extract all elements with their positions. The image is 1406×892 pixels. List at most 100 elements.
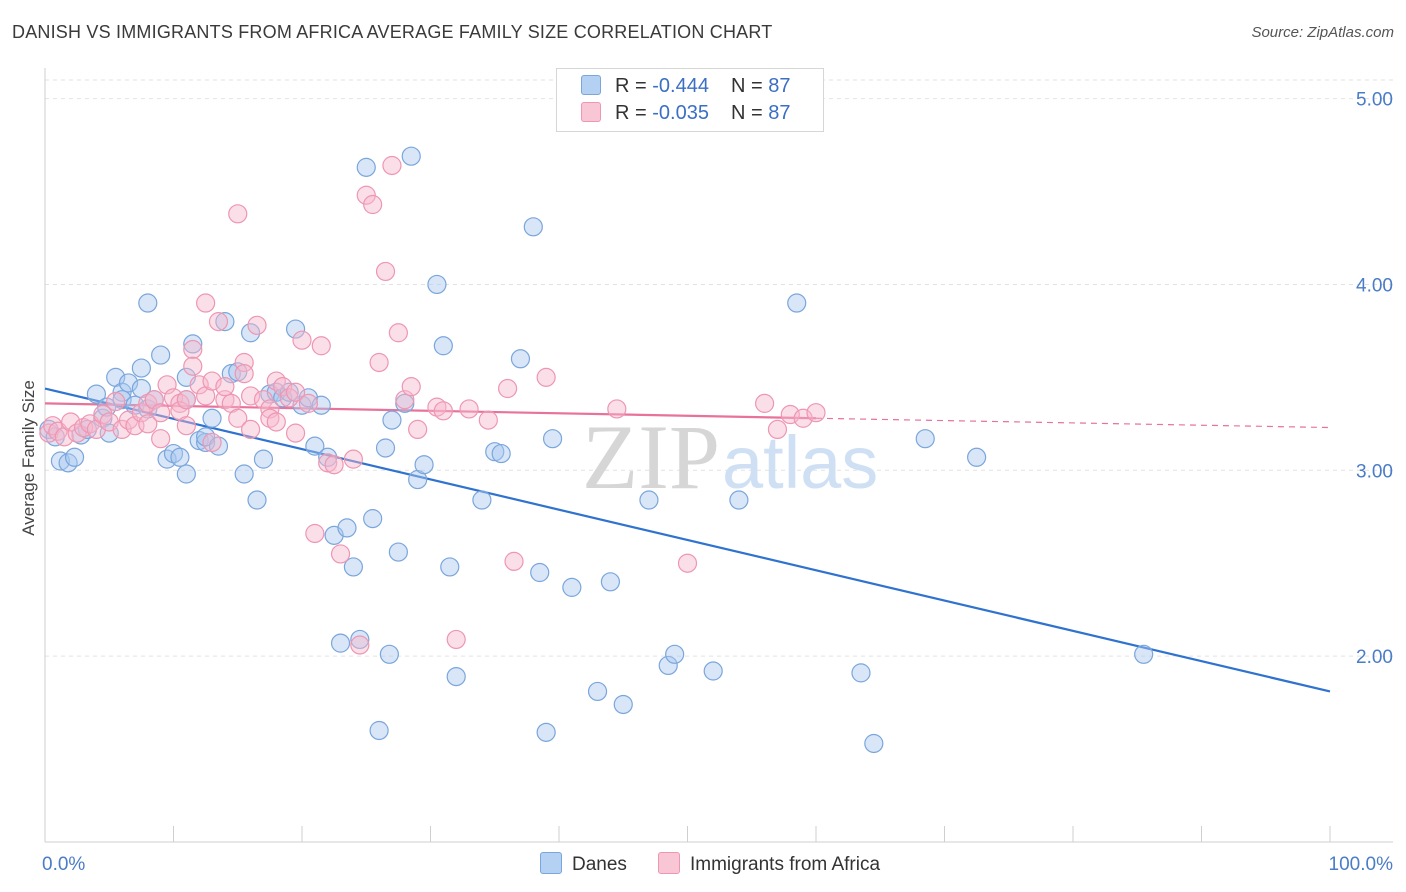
danes-point [414,455,434,475]
danes-point [587,681,608,702]
africa-trend-line-extension [815,417,1331,429]
legend-item-africa[interactable]: Immigrants from Africa [658,852,880,876]
legend-item-danes[interactable]: Danes [540,852,627,876]
africa-point [151,403,171,423]
danes-point [530,562,550,583]
africa-point [382,155,402,176]
legend-label-danes: Danes [572,854,627,875]
legend-n-label-danes: N = [730,75,769,97]
danes-point [446,666,466,687]
africa-point [247,315,267,335]
danes-point [253,449,274,469]
africa-point [375,261,396,282]
africa-point [363,194,383,215]
danes-point [523,217,543,237]
danes-point [665,644,685,664]
watermark-atlas: atlas [722,421,878,504]
danes-point [138,293,158,313]
legend-r-value-danes: -0.444 [652,75,709,97]
danes-point [536,722,556,742]
danes-point [176,464,196,484]
legend-label-africa: Immigrants from Africa [690,854,881,875]
legend-n-label-africa: N = [730,102,769,124]
correlation-legend: R = -0.444 N = 87 R = -0.035 N = 87 [556,68,824,132]
danes-point [440,557,460,577]
legend-r-value-africa: -0.035 [652,102,709,124]
africa-point [43,416,63,436]
africa-point [305,523,325,544]
legend-r-label-africa: R = [615,102,653,124]
legend-row-danes: R = -0.444 N = 87 [581,75,790,101]
africa-trend-line [44,402,817,420]
y-tick-label: 4.00 [1356,275,1393,296]
africa-point [343,449,363,469]
danes-trend-line [44,387,1331,693]
africa-point [459,399,479,419]
trend-layer [44,387,1331,693]
africa-point [498,378,518,399]
danes-point [639,490,659,510]
africa-point [330,544,351,564]
legend-swatch-danes [581,75,601,95]
danes-point [562,577,582,597]
africa-point [183,356,203,376]
africa-point [446,629,466,650]
y-axis-title: Average Family Size [19,380,38,536]
watermark: ZIP atlas [582,406,878,508]
points-layer [39,146,1154,754]
legend-n-value-danes: 87 [768,75,791,97]
series-legend: Danes Immigrants from Africa [0,852,1406,878]
danes-point [337,518,357,538]
africa-point [369,352,389,373]
danes-point [234,464,254,484]
africa-point [266,412,286,432]
africa-point [138,414,158,434]
danes-point [510,349,531,369]
danes-point [64,447,85,467]
africa-point [311,336,331,356]
africa-point [93,404,113,425]
danes-point [112,382,132,402]
axis-layer: 2.00 3.00 4.00 5.00 [44,68,1393,843]
danes-point [433,336,453,356]
africa-point [388,323,408,343]
danes-point [864,733,884,754]
danes-point [343,557,363,577]
africa-point [350,635,370,655]
africa-point [285,382,306,402]
danes-point [247,490,267,510]
danes-point [375,438,396,458]
africa-point [189,375,209,395]
danes-point [1134,644,1154,664]
africa-point [228,408,248,428]
danes-point [787,293,807,313]
danes-point [330,633,351,653]
africa-point [408,419,428,440]
danes-point [915,429,935,449]
africa-point [176,390,196,410]
africa-point [202,432,222,453]
danes-point [600,572,621,592]
danes-point [369,720,389,741]
danes-point [350,629,370,650]
danes-point [170,447,190,467]
y-tick-label: 2.00 [1356,647,1393,668]
danes-point [703,661,723,681]
danes-point [485,442,505,462]
legend-row-africa: R = -0.035 N = 87 [581,102,790,128]
danes-point [183,334,203,354]
africa-point [433,401,453,421]
danes-point [491,443,511,464]
africa-point [504,551,524,571]
danes-point [967,447,987,467]
legend-r-label-danes: R = [615,75,653,97]
africa-point [806,403,826,423]
danes-point [215,312,235,332]
africa-point [356,185,376,205]
danes-point [285,319,306,339]
y-tick-label: 5.00 [1356,90,1393,111]
africa-point [754,393,775,413]
danes-point [472,490,492,510]
africa-point [208,312,229,332]
